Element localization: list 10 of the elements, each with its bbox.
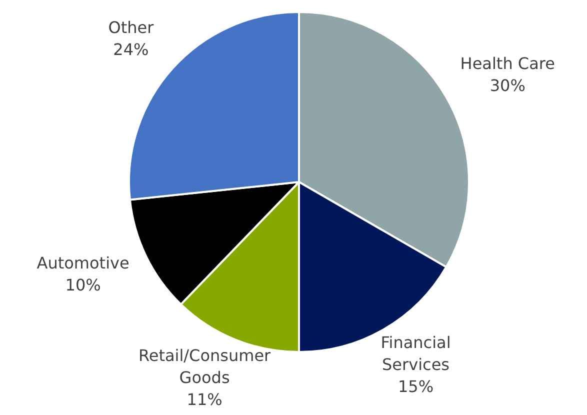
slice-label: Financial Services: [380, 333, 451, 374]
slice-label: Other: [108, 18, 154, 37]
data-label: 24%: [113, 40, 149, 59]
data-label: 15%: [398, 377, 434, 396]
slice-label: Health Care: [460, 54, 555, 73]
data-label: 10%: [65, 275, 101, 294]
slice-label: Automotive: [36, 253, 130, 272]
data-label: 30%: [490, 76, 526, 95]
slice-label: Retail/Consumer Goods: [138, 346, 272, 388]
data-label: 11%: [186, 390, 222, 410]
